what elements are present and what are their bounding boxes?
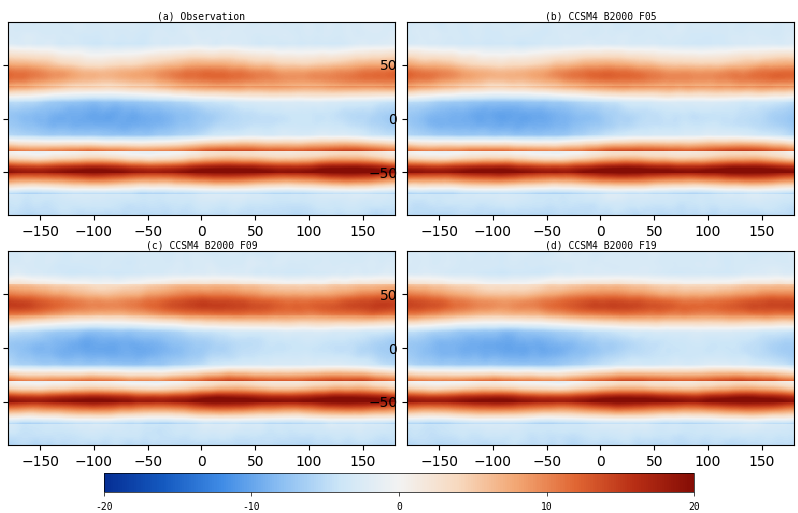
- Title: (d) CCSM4_B2000_F19: (d) CCSM4_B2000_F19: [545, 241, 656, 251]
- Title: (a) Observation: (a) Observation: [157, 11, 246, 21]
- Title: (b) CCSM4_B2000_F05: (b) CCSM4_B2000_F05: [545, 11, 656, 22]
- Title: (c) CCSM4_B2000_F09: (c) CCSM4_B2000_F09: [146, 241, 257, 251]
